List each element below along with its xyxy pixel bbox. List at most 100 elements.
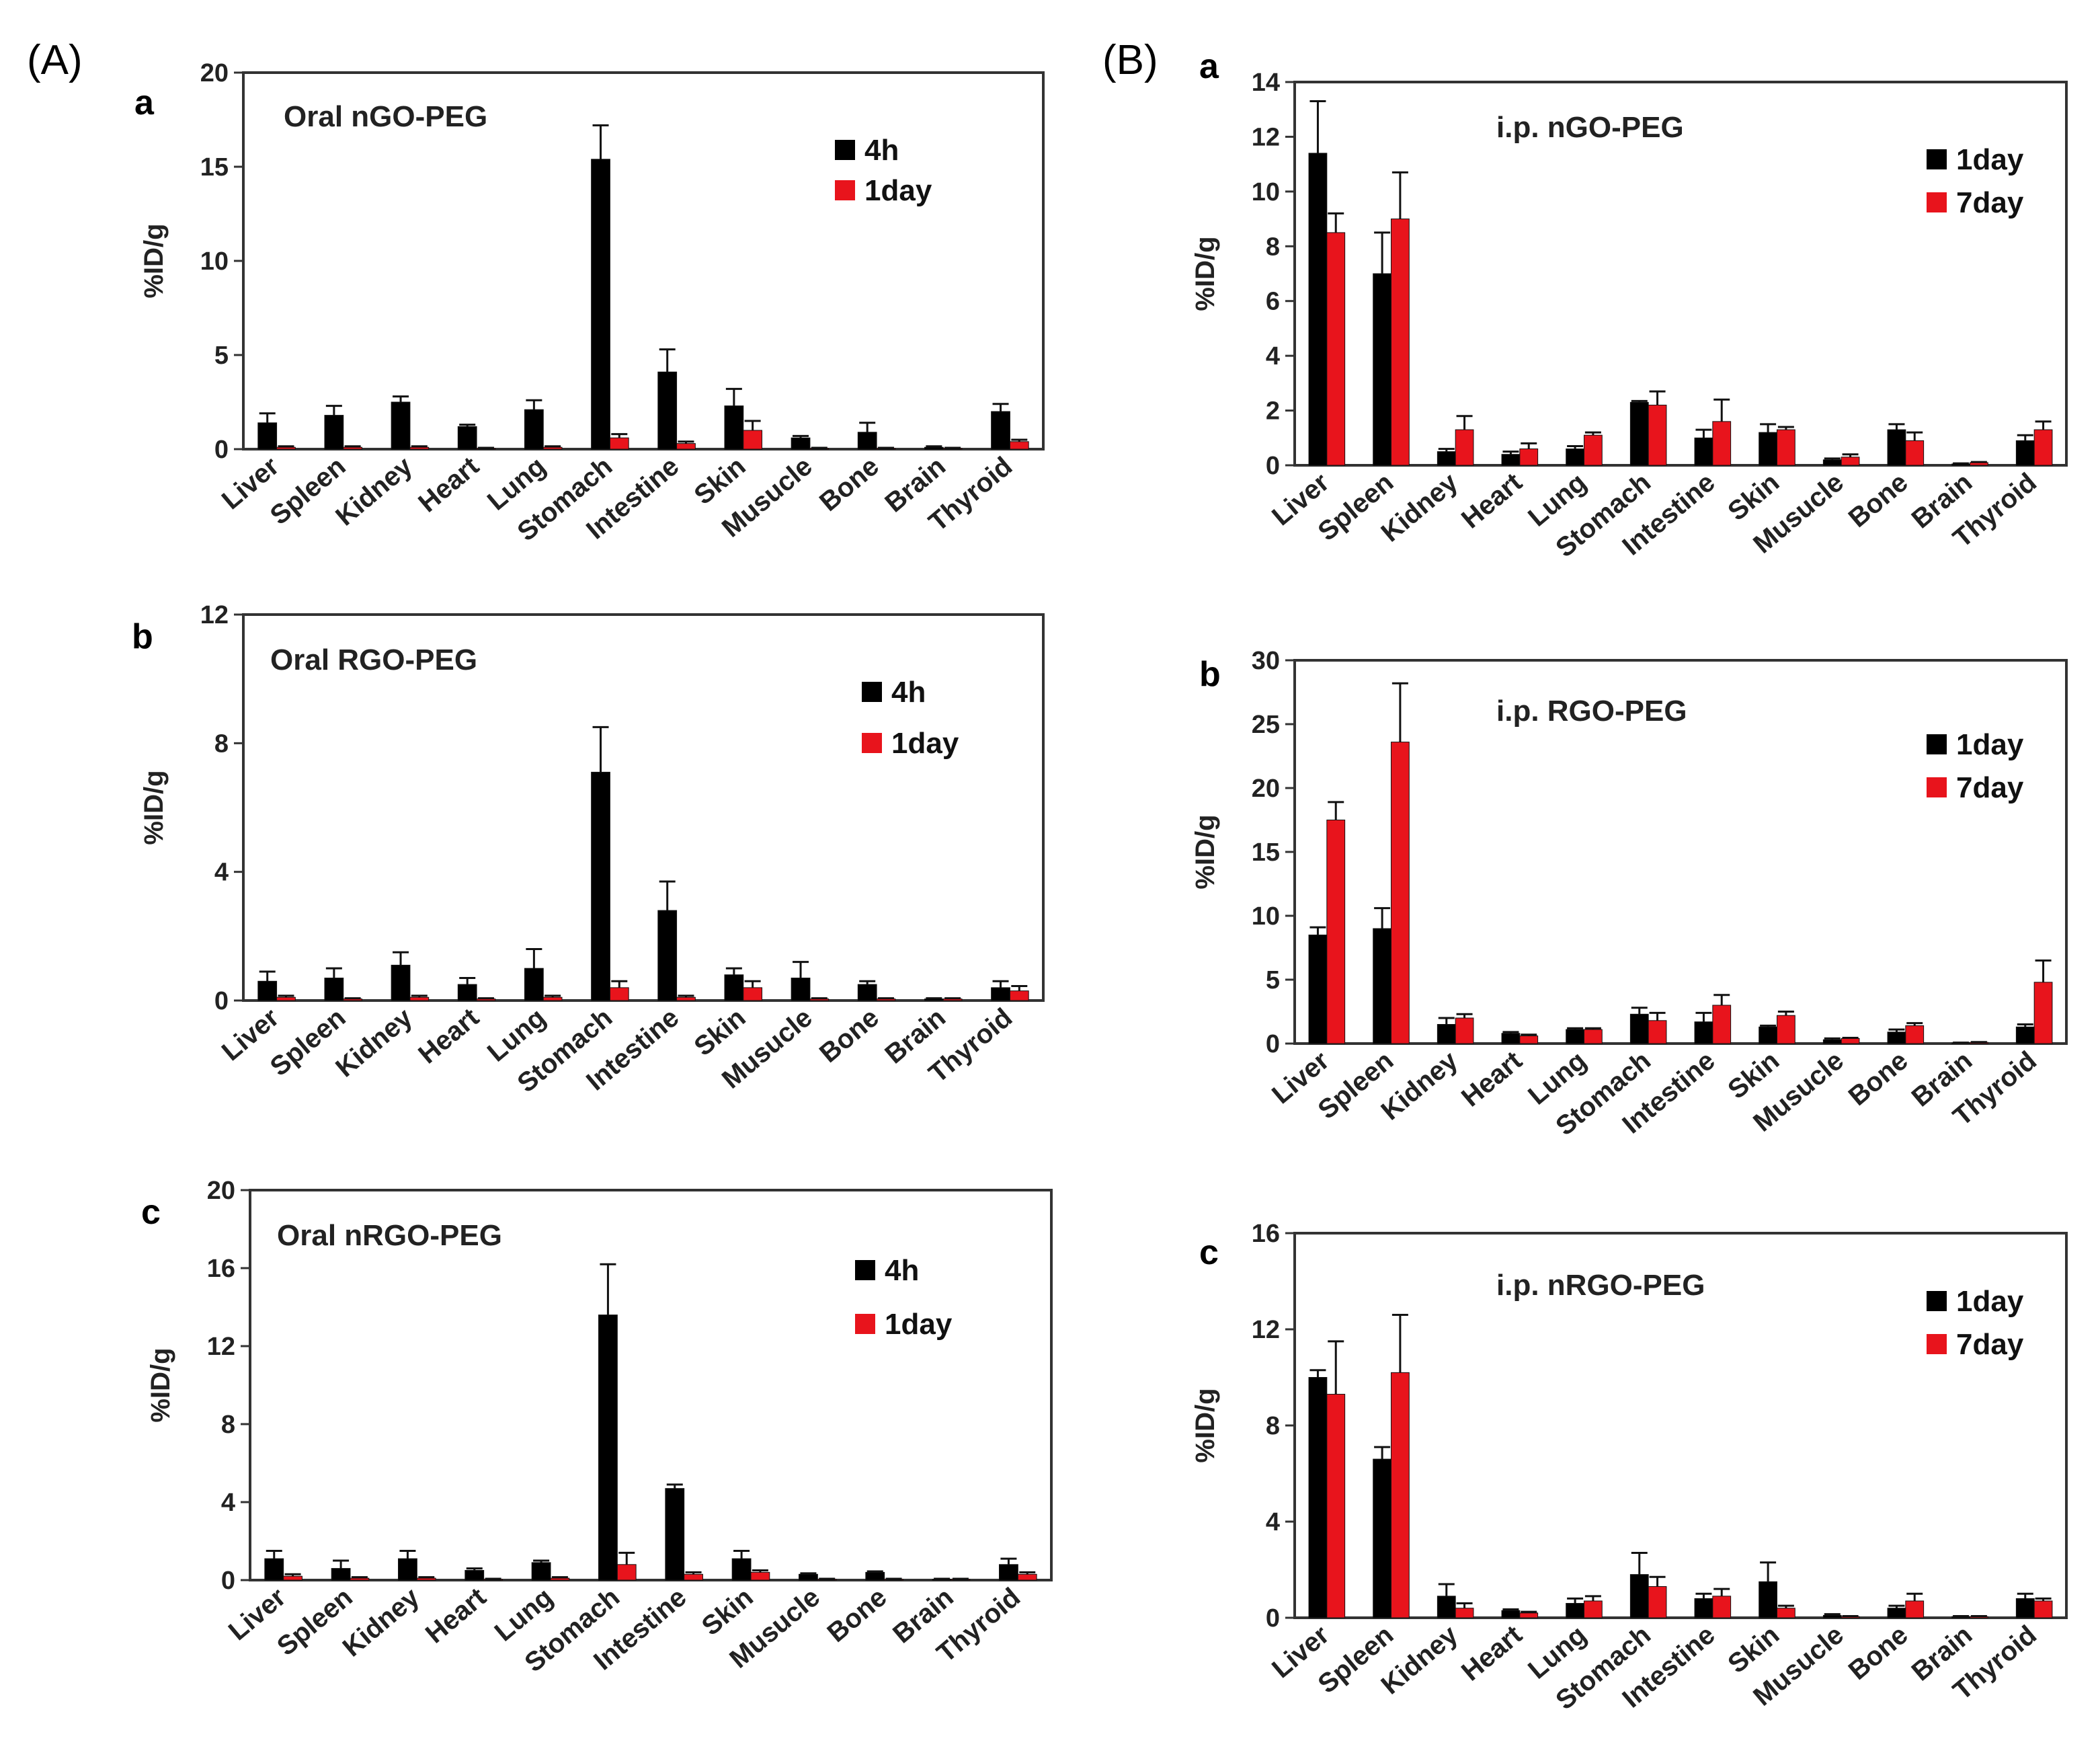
bar xyxy=(1009,441,1029,450)
y-tick-label: 30 xyxy=(1252,647,1280,675)
y-tick-label: 12 xyxy=(1252,123,1280,151)
y-tick-label: 4 xyxy=(221,1489,235,1517)
y-tick-label: 12 xyxy=(1252,1316,1280,1344)
x-tick-label: Kidney xyxy=(337,1582,426,1663)
y-axis-label: %ID/g xyxy=(139,223,169,298)
bar xyxy=(676,996,696,1001)
bar xyxy=(1391,742,1410,1044)
plot-frame xyxy=(249,1189,1053,1581)
bar xyxy=(343,446,363,450)
y-tick-label: 0 xyxy=(1266,1030,1280,1058)
bar xyxy=(1777,429,1795,466)
y-axis-label: %ID/g xyxy=(139,770,169,845)
bar xyxy=(991,987,1010,1001)
bar xyxy=(391,964,411,1001)
subpanel-letter: a xyxy=(134,83,155,122)
bar xyxy=(924,446,944,450)
y-tick-label: 8 xyxy=(221,1411,235,1439)
bar xyxy=(2015,440,2035,466)
y-tick-label: 8 xyxy=(1266,233,1280,261)
bar xyxy=(457,984,477,1001)
bar xyxy=(457,426,477,450)
bar xyxy=(799,1573,818,1581)
bar xyxy=(1501,1033,1521,1044)
y-axis-label: %ID/g xyxy=(146,1347,175,1422)
subpanel-letter: b xyxy=(1199,655,1221,694)
chart-title: i.p. nRGO-PEG xyxy=(1496,1269,1705,1302)
y-tick-label: 5 xyxy=(214,342,229,370)
bar xyxy=(1841,1037,1860,1044)
bar xyxy=(1584,1600,1603,1618)
bar xyxy=(1694,437,1713,466)
bar xyxy=(724,405,744,450)
bar xyxy=(1501,1610,1521,1618)
legend-label: 1day xyxy=(885,1308,953,1341)
bar xyxy=(1373,928,1392,1044)
bar xyxy=(598,1315,618,1581)
y-tick-label: 20 xyxy=(1252,775,1280,803)
bar xyxy=(591,159,610,450)
chart-title: i.p. RGO-PEG xyxy=(1496,695,1687,728)
y-tick-label: 14 xyxy=(1252,69,1280,97)
bar xyxy=(1373,273,1392,466)
bar xyxy=(1455,429,1474,466)
bar xyxy=(1519,1612,1539,1618)
legend-label: 4h xyxy=(864,134,899,167)
bar xyxy=(1905,1025,1925,1044)
y-tick-label: 16 xyxy=(1252,1220,1280,1248)
legend-label: 4h xyxy=(885,1254,919,1287)
bar xyxy=(657,371,678,450)
bar xyxy=(1629,1013,1649,1044)
bar xyxy=(409,446,430,450)
x-tick-label: Kidney xyxy=(330,451,418,532)
x-tick-label: Heart xyxy=(1456,467,1528,534)
bar xyxy=(283,1575,302,1581)
panel-label-a-group: (A) xyxy=(27,37,83,83)
bar xyxy=(416,1577,436,1581)
bar xyxy=(1759,1581,1778,1618)
bar xyxy=(665,1488,685,1581)
bar xyxy=(1391,1372,1410,1618)
y-tick-label: 12 xyxy=(207,1333,235,1361)
y-axis-label: %ID/g xyxy=(1190,814,1220,889)
bar xyxy=(324,415,344,450)
bar xyxy=(1519,1035,1539,1044)
bar xyxy=(1712,1005,1732,1044)
bar xyxy=(264,1558,284,1581)
bar xyxy=(1455,1608,1474,1618)
y-tick-label: 10 xyxy=(1252,902,1280,931)
bar xyxy=(1566,1603,1585,1618)
subpanel-letter: c xyxy=(141,1193,161,1232)
bar xyxy=(1326,820,1346,1044)
bar xyxy=(1887,1608,1906,1618)
bar xyxy=(1391,219,1410,466)
bar xyxy=(591,771,610,1001)
y-tick-label: 0 xyxy=(214,436,229,464)
y-tick-label: 0 xyxy=(1266,452,1280,480)
x-tick-label: Heart xyxy=(420,1582,492,1649)
y-tick-label: 0 xyxy=(214,987,229,1015)
legend-swatch xyxy=(1927,777,1947,797)
bar xyxy=(1712,421,1732,466)
legend-swatch xyxy=(855,1314,875,1334)
legend-label: 7day xyxy=(1956,1328,2024,1361)
bar xyxy=(542,446,563,450)
legend-swatch xyxy=(862,733,882,753)
legend-swatch xyxy=(1927,1291,1947,1311)
bar xyxy=(324,978,344,1001)
bar xyxy=(1373,1458,1392,1618)
x-tick-label: Heart xyxy=(1456,1046,1528,1112)
bar xyxy=(1308,935,1328,1044)
bar xyxy=(257,422,278,450)
bar xyxy=(524,968,544,1001)
bar xyxy=(331,1568,351,1581)
legend-label: 1day xyxy=(1956,1285,2024,1318)
legend-label: 7day xyxy=(1956,186,2024,219)
subpanel-letter: b xyxy=(132,617,153,656)
bar xyxy=(657,910,678,1001)
bar xyxy=(1009,990,1029,1001)
